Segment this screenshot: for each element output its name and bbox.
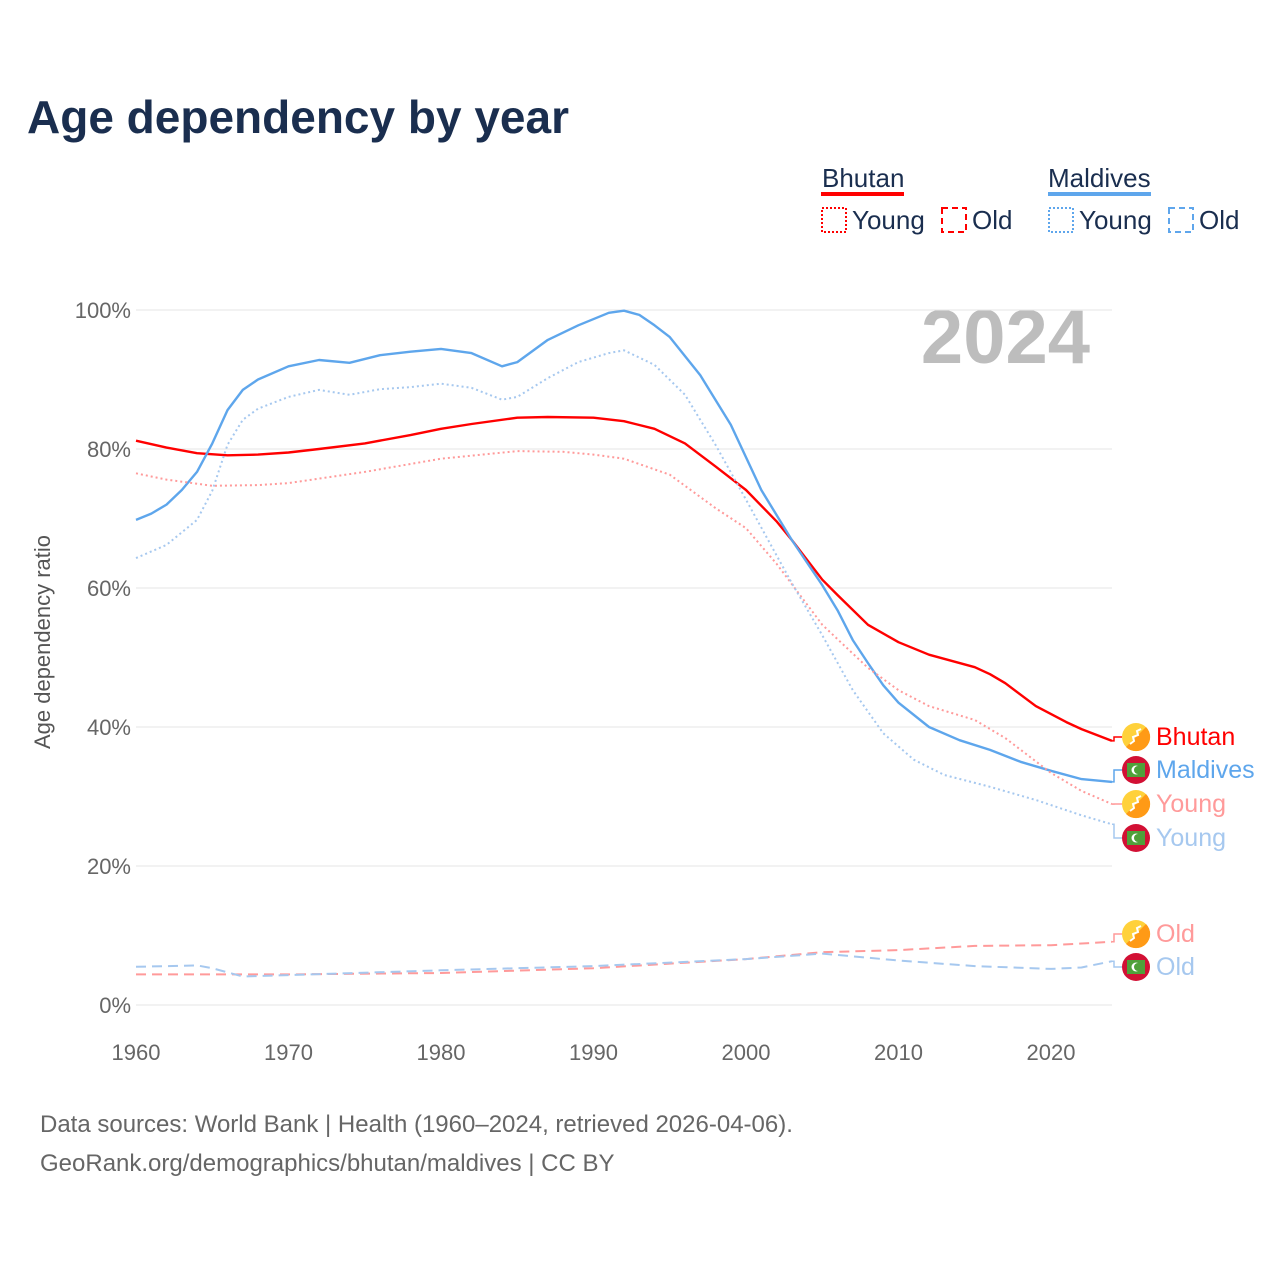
end-label-connector xyxy=(1112,933,1122,943)
end-labels: Bhutan Maldives Young Young Old Old xyxy=(1156,723,1255,981)
legend-group-maldives: Maldives xyxy=(1048,163,1151,193)
x-tick-label: 1960 xyxy=(112,1040,161,1065)
series-line-bhutan-old xyxy=(136,940,1113,976)
end-label-connector xyxy=(1112,769,1122,783)
flag-maldives-icon xyxy=(1122,756,1150,784)
legend-bhutan-young-swatch xyxy=(821,207,847,233)
series-line-maldives-young xyxy=(135,349,1113,826)
end-label-connector xyxy=(1112,960,1122,968)
y-axis-ticks: 0% 20% 40% 60% 80% 100% xyxy=(75,298,131,1018)
series-lines xyxy=(135,309,1151,981)
y-tick-label: 80% xyxy=(87,437,131,462)
legend-bhutan-old: Old xyxy=(972,205,1012,235)
series-line-bhutan-young xyxy=(135,450,1113,806)
x-tick-label: 1980 xyxy=(417,1040,466,1065)
y-axis-label: Age dependency ratio xyxy=(30,535,55,749)
y-tick-label: 100% xyxy=(75,298,131,323)
gridlines xyxy=(136,309,1112,1006)
year-display: 2024 xyxy=(921,295,1090,380)
legend: Bhutan Young Old Maldives Young Old xyxy=(821,163,1239,235)
end-label-connector xyxy=(1112,736,1122,742)
legend-bhutan-old-swatch xyxy=(941,207,967,233)
end-label-maldives: Maldives xyxy=(1156,756,1255,784)
legend-bhutan-young: Young xyxy=(852,205,925,235)
flag-bhutan-icon xyxy=(1122,723,1151,752)
legend-bhutan-line xyxy=(821,192,904,196)
y-tick-label: 0% xyxy=(99,993,131,1018)
series-line-maldives-old xyxy=(135,952,1113,978)
chart-title: Age dependency by year xyxy=(27,91,569,143)
legend-maldives-old-swatch xyxy=(1168,207,1194,233)
end-label-bhutan: Bhutan xyxy=(1156,723,1235,751)
legend-maldives-old: Old xyxy=(1199,205,1239,235)
legend-maldives-young-swatch xyxy=(1048,207,1074,233)
y-tick-label: 20% xyxy=(87,854,131,879)
end-label-bhutan-young: Young xyxy=(1156,790,1226,818)
y-tick-label: 60% xyxy=(87,576,131,601)
y-tick-label: 40% xyxy=(87,715,131,740)
x-tick-label: 1990 xyxy=(569,1040,618,1065)
legend-maldives-line xyxy=(1048,192,1151,196)
source-line-1: Data sources: World Bank | Health (1960–… xyxy=(40,1111,793,1138)
legend-maldives-young: Young xyxy=(1079,205,1152,235)
end-label-maldives-young: Young xyxy=(1156,824,1226,852)
x-tick-label: 2020 xyxy=(1027,1040,1076,1065)
legend-group-bhutan: Bhutan xyxy=(822,163,904,193)
flag-bhutan-icon xyxy=(1122,920,1151,949)
flag-maldives-icon xyxy=(1122,824,1150,852)
series-line-maldives xyxy=(135,309,1113,784)
end-label-connector xyxy=(1112,823,1122,839)
end-label-bhutan-old: Old xyxy=(1156,920,1195,948)
x-tick-label: 1970 xyxy=(264,1040,313,1065)
x-tick-label: 2000 xyxy=(722,1040,771,1065)
series-line-bhutan xyxy=(135,415,1113,743)
source-line-2: GeoRank.org/demographics/bhutan/maldives… xyxy=(40,1150,615,1177)
flag-bhutan-icon xyxy=(1122,790,1151,819)
end-label-maldives-old: Old xyxy=(1156,953,1195,981)
x-tick-label: 2010 xyxy=(874,1040,923,1065)
flag-maldives-icon xyxy=(1122,953,1150,981)
x-axis-ticks: 1960 1970 1980 1990 2000 2010 2020 xyxy=(112,1040,1076,1065)
